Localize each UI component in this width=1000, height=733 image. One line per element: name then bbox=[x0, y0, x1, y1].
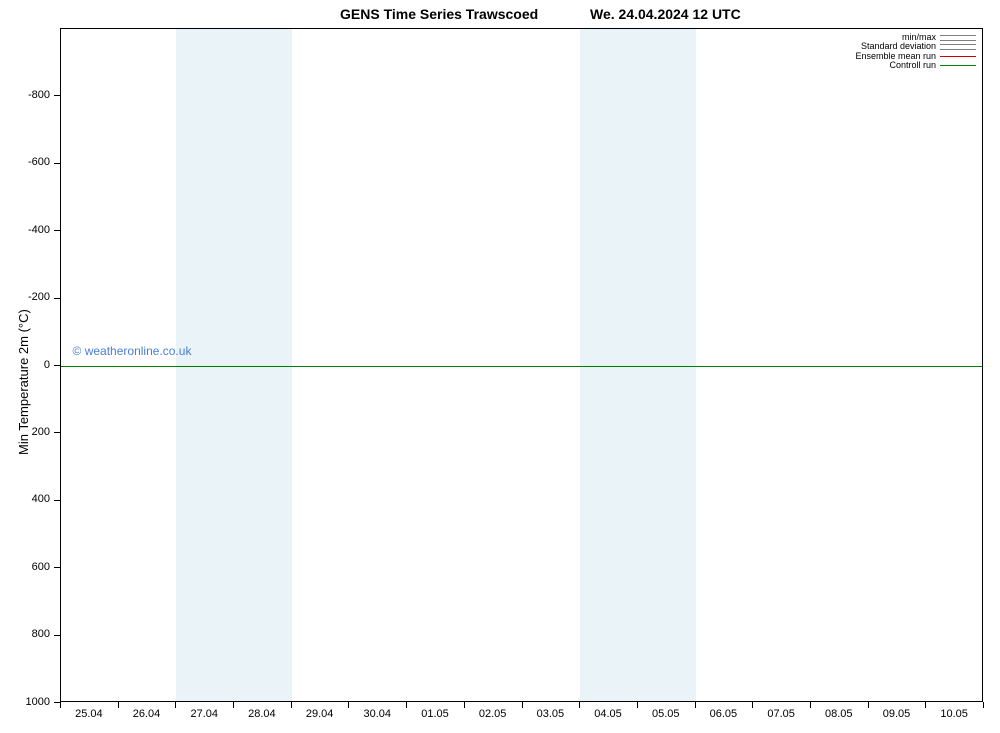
x-tick-label: 25.04 bbox=[69, 708, 109, 720]
y-tick-mark bbox=[54, 500, 60, 501]
x-tick-label: 02.05 bbox=[473, 708, 513, 720]
x-tick-label: 08.05 bbox=[819, 708, 859, 720]
x-tick-mark bbox=[60, 702, 61, 708]
watermark-text: © weatheronline.co.uk bbox=[73, 344, 192, 358]
y-tick-label: -800 bbox=[10, 89, 50, 101]
x-tick-label: 26.04 bbox=[127, 708, 167, 720]
y-tick-label: -200 bbox=[10, 291, 50, 303]
x-tick-mark bbox=[637, 702, 638, 708]
y-tick-mark bbox=[54, 95, 60, 96]
x-tick-label: 29.04 bbox=[300, 708, 340, 720]
y-tick-label: 600 bbox=[10, 561, 50, 573]
x-tick-mark bbox=[406, 702, 407, 708]
legend-label: Controll run bbox=[889, 61, 940, 70]
y-tick-mark bbox=[54, 230, 60, 231]
y-tick-label: 1000 bbox=[10, 696, 50, 708]
x-tick-mark bbox=[868, 702, 869, 708]
y-tick-label: 200 bbox=[10, 426, 50, 438]
x-tick-mark bbox=[752, 702, 753, 708]
y-tick-label: 0 bbox=[10, 359, 50, 371]
weekend-shade bbox=[176, 29, 291, 701]
x-tick-label: 03.05 bbox=[530, 708, 570, 720]
x-tick-mark bbox=[348, 702, 349, 708]
y-tick-label: 800 bbox=[10, 628, 50, 640]
y-tick-mark bbox=[54, 298, 60, 299]
legend: min/maxStandard deviationEnsemble mean r… bbox=[855, 33, 976, 71]
y-tick-mark bbox=[54, 163, 60, 164]
chart-title-left: GENS Time Series Trawscoed bbox=[340, 6, 538, 22]
x-tick-label: 10.05 bbox=[934, 708, 974, 720]
y-tick-mark bbox=[54, 432, 60, 433]
legend-swatch bbox=[940, 35, 976, 41]
legend-swatch bbox=[940, 54, 976, 60]
x-tick-mark bbox=[695, 702, 696, 708]
x-tick-label: 09.05 bbox=[876, 708, 916, 720]
y-tick-label: -600 bbox=[10, 156, 50, 168]
x-tick-mark bbox=[291, 702, 292, 708]
legend-swatch bbox=[940, 44, 976, 50]
x-tick-label: 04.05 bbox=[588, 708, 628, 720]
x-tick-label: 01.05 bbox=[415, 708, 455, 720]
y-tick-mark bbox=[54, 365, 60, 366]
y-tick-mark bbox=[54, 567, 60, 568]
x-tick-label: 07.05 bbox=[761, 708, 801, 720]
x-tick-label: 05.05 bbox=[646, 708, 686, 720]
x-tick-mark bbox=[810, 702, 811, 708]
legend-swatch bbox=[940, 63, 976, 69]
legend-item: Controll run bbox=[855, 61, 976, 70]
x-tick-mark bbox=[579, 702, 580, 708]
x-tick-label: 28.04 bbox=[242, 708, 282, 720]
x-tick-mark bbox=[983, 702, 984, 708]
plot-area: © weatheronline.co.uk min/maxStandard de… bbox=[60, 28, 983, 702]
x-tick-label: 06.05 bbox=[703, 708, 743, 720]
x-tick-mark bbox=[925, 702, 926, 708]
x-tick-mark bbox=[118, 702, 119, 708]
x-tick-mark bbox=[522, 702, 523, 708]
y-tick-label: 400 bbox=[10, 493, 50, 505]
y-tick-label: -400 bbox=[10, 224, 50, 236]
x-tick-mark bbox=[464, 702, 465, 708]
x-tick-label: 30.04 bbox=[357, 708, 397, 720]
chart-container: GENS Time Series Trawscoed We. 24.04.202… bbox=[0, 0, 1000, 733]
zero-line bbox=[61, 366, 982, 367]
x-tick-mark bbox=[175, 702, 176, 708]
chart-title-right: We. 24.04.2024 12 UTC bbox=[590, 6, 741, 22]
y-tick-mark bbox=[54, 635, 60, 636]
x-tick-label: 27.04 bbox=[184, 708, 224, 720]
x-tick-mark bbox=[233, 702, 234, 708]
weekend-shade bbox=[580, 29, 695, 701]
